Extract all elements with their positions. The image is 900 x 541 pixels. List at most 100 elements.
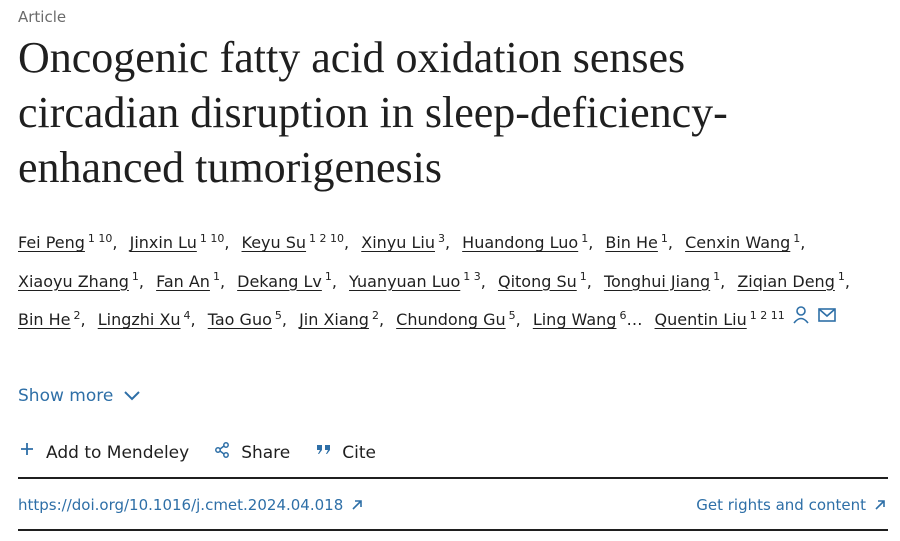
affiliation: 5 <box>508 308 516 322</box>
author-icons <box>791 303 841 337</box>
action-button[interactable]: Share <box>215 442 290 463</box>
affiliation: 1 <box>837 270 845 284</box>
article-title: Oncogenic fatty acid oxidation senses ci… <box>18 33 728 192</box>
affiliation: 1 <box>131 270 139 284</box>
separator: , <box>720 271 726 291</box>
action-bar: Add to Mendeley Share Cite <box>20 442 376 463</box>
affiliation: 1 <box>212 270 220 284</box>
separator: , <box>515 309 521 329</box>
author-name[interactable]: Jin Xiang <box>299 309 369 329</box>
author: Yuanyuan Luo 1 3, <box>349 270 486 291</box>
affiliation: 4 <box>183 308 191 322</box>
rights-link[interactable]: Get rights and content <box>696 496 886 514</box>
author-name[interactable]: Lingzhi Xu <box>97 309 181 329</box>
action-button[interactable]: Add to Mendeley <box>20 442 189 463</box>
doi-link[interactable]: https://doi.org/10.1016/j.cmet.2024.04.0… <box>18 496 363 514</box>
external-icon <box>875 500 885 510</box>
separator: , <box>190 309 196 329</box>
author: Chundong Gu 5, <box>396 308 521 329</box>
show-more[interactable]: Show more <box>18 386 141 406</box>
author-name[interactable]: Huandong Luo <box>462 233 579 253</box>
author-name[interactable]: Ziqian Deng <box>737 271 835 291</box>
author: Ling Wang 6… <box>532 308 643 329</box>
author-name[interactable]: Keyu Su <box>241 233 307 253</box>
author: Bin He 2, <box>18 308 86 329</box>
chevron-icon <box>124 391 141 401</box>
affiliation: 1 <box>713 270 721 284</box>
separator: , <box>378 309 385 329</box>
author-name[interactable]: Quentin Liu <box>654 309 747 329</box>
doi-text: https://doi.org/10.1016/j.cmet.2024.04.0… <box>18 496 344 514</box>
author-name[interactable]: Tonghui Jiang <box>603 271 711 291</box>
author-name[interactable]: Tao Guo <box>207 309 272 329</box>
separator: , <box>586 271 592 291</box>
author: Cenxin Wang 1, <box>685 232 806 253</box>
author: Dekang Lv 1, <box>237 270 337 291</box>
action-icon <box>20 442 36 463</box>
author: Bin He 1, <box>605 232 673 253</box>
affiliation: 1 3 <box>463 270 481 284</box>
separator: , <box>281 309 287 329</box>
affiliation: 1 <box>581 232 589 245</box>
affiliation: 1 10 <box>87 232 113 245</box>
author: Ziqian Deng 1, <box>737 270 850 291</box>
separator: , <box>844 271 850 291</box>
affiliation: 6 <box>619 308 627 322</box>
separator: , <box>138 271 144 291</box>
affiliation: 1 <box>793 232 801 245</box>
author: Lingzhi Xu 4, <box>97 308 196 329</box>
action-label: Cite <box>342 442 376 463</box>
author-name[interactable]: Chundong Gu <box>396 309 506 329</box>
divider <box>18 477 888 479</box>
icon <box>21 443 33 455</box>
author: Qitong Su 1, <box>497 270 592 291</box>
author-name[interactable]: Jinxin Lu <box>129 233 197 253</box>
author-name[interactable]: Qitong Su <box>497 271 577 291</box>
separator: , <box>444 233 451 253</box>
separator: , <box>588 233 594 253</box>
separator: , <box>480 271 486 291</box>
contact-icons[interactable] <box>791 305 841 325</box>
author-name[interactable]: Yuanyuan Luo <box>349 271 461 291</box>
author-name[interactable]: Xinyu Liu <box>361 233 435 253</box>
affiliation: 1 10 <box>199 232 225 245</box>
author: Tao Guo 5, <box>207 309 287 329</box>
divider <box>18 529 888 531</box>
author-name[interactable]: Cenxin Wang <box>685 233 791 253</box>
author: Fan An 1, <box>156 270 225 291</box>
action-label: Add to Mendeley <box>46 442 190 463</box>
author-name[interactable]: Fan An <box>156 271 210 291</box>
affiliation: 2 <box>73 308 81 322</box>
action-icon <box>215 442 231 463</box>
author-name[interactable]: Xiaoyu Zhang <box>18 271 129 291</box>
action-label: Share <box>241 442 291 463</box>
author-name[interactable]: Dekang Lv <box>237 271 322 291</box>
external-icon <box>352 500 363 510</box>
rights-text: Get rights and content <box>696 496 866 514</box>
article-type: Article <box>18 8 67 26</box>
author: Huandong Luo 1, <box>462 232 594 253</box>
affiliation: 1 <box>324 270 332 284</box>
separator: , <box>331 271 337 291</box>
author-name[interactable]: Bin He <box>605 233 658 253</box>
separator: , <box>224 233 230 253</box>
action-icon <box>316 442 332 463</box>
affiliation: 1 <box>660 232 668 245</box>
author: Jin Xiang 2, <box>299 308 385 329</box>
author: Xinyu Liu 3, <box>361 232 451 253</box>
author: Jinxin Lu 1 10, <box>129 232 230 253</box>
author: Xiaoyu Zhang 1, <box>18 270 144 291</box>
author: Quentin Liu 1 2 11 <box>654 306 841 329</box>
affiliation: 2 <box>371 308 379 322</box>
author: Fei Peng 1 10, <box>18 232 118 253</box>
action-button[interactable]: Cite <box>316 442 376 463</box>
author-name[interactable]: Fei Peng <box>18 233 85 253</box>
author: Keyu Su 1 2 10, <box>241 232 350 253</box>
affiliation: 1 2 10 <box>309 232 345 245</box>
separator: … <box>626 309 643 329</box>
author-name[interactable]: Bin He <box>18 309 71 329</box>
separator: , <box>80 309 86 329</box>
author-name[interactable]: Ling Wang <box>532 309 617 329</box>
separator: , <box>800 233 806 253</box>
